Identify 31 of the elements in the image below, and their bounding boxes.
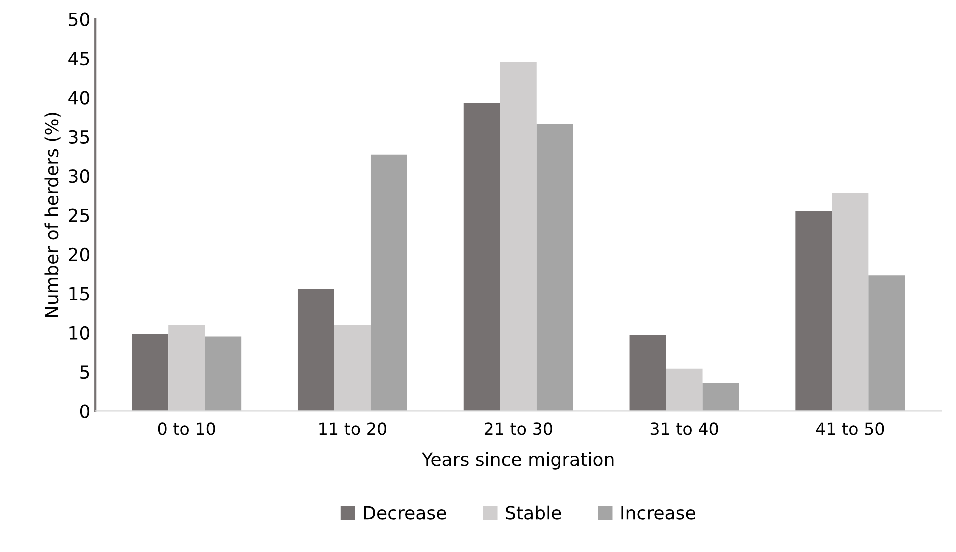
- x-tick-label: 21 to 30: [484, 422, 552, 436]
- y-tick-label: 45: [68, 52, 90, 66]
- bar: [464, 103, 500, 412]
- legend-label: Increase: [622, 506, 696, 520]
- y-tick-label: 20: [69, 248, 90, 262]
- bar: [205, 336, 242, 412]
- y-axis-title: Number of herders (%): [44, 113, 61, 318]
- bar: [536, 124, 574, 412]
- bar: [796, 211, 832, 412]
- y-tick-label: 40: [68, 91, 90, 105]
- bar: [298, 288, 334, 412]
- x-tick-label: 11 to 20: [320, 422, 386, 436]
- x-tick-label: 31 to 40: [650, 422, 718, 436]
- y-tick-label: 25: [69, 208, 90, 222]
- legend-label: Decrease: [364, 506, 446, 520]
- y-tick-label: 50: [69, 12, 90, 26]
- y-tick-label: 30: [69, 170, 90, 184]
- legend-label: Stable: [506, 506, 562, 520]
- x-tick-label: 0 to 10: [158, 422, 216, 436]
- y-tick-label: 10: [70, 326, 90, 340]
- bar: [132, 334, 169, 412]
- bar: [630, 335, 666, 412]
- bar: [868, 276, 906, 412]
- bar: [370, 154, 408, 412]
- y-tick-label: 35: [69, 130, 90, 144]
- bar: [702, 383, 740, 412]
- x-axis-title: Years since migration: [422, 452, 614, 470]
- y-tick-label: 0: [80, 404, 90, 418]
- x-tick-label: 41 to 50: [816, 422, 884, 436]
- y-tick-label: 15: [70, 287, 90, 301]
- y-tick-label: 5: [80, 366, 90, 380]
